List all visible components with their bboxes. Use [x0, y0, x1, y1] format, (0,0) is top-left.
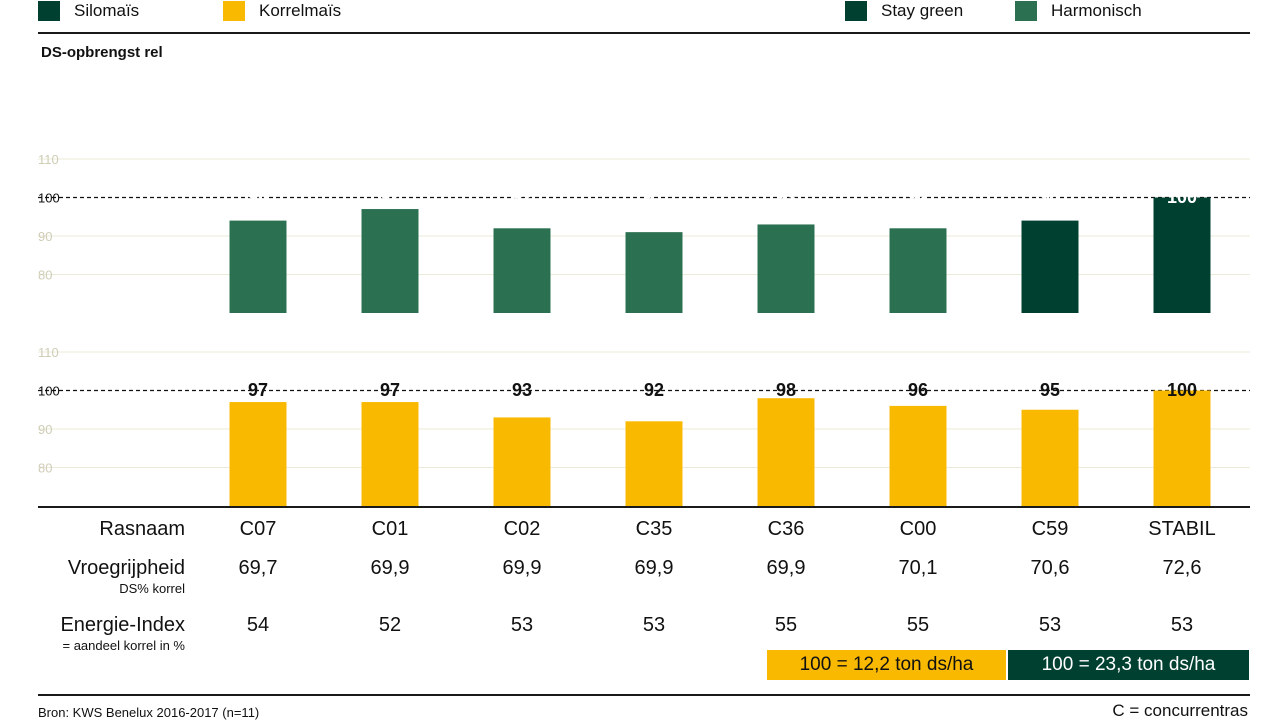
table-cell: C36: [767, 518, 805, 540]
data-label-korrelmais-c01: 97: [380, 380, 400, 400]
reference-box-korrelmais-text: 100 = 12,2 ton ds/ha: [799, 654, 974, 675]
legend-label-stay-green: Stay green: [881, 1, 964, 20]
table-cell: C01: [371, 518, 409, 540]
legend-item-stay-green: Stay green: [845, 0, 963, 22]
table-cell: 72,6: [1162, 557, 1202, 579]
legend-swatch-silomais: [38, 1, 60, 21]
table-cell: 55: [906, 614, 930, 636]
table-cell: 69,9: [502, 557, 542, 579]
table-cell: 52: [378, 614, 402, 636]
legend-item-silomais: Silomaïs: [38, 0, 139, 22]
y-axis-label: DS-opbrengst rel: [41, 44, 163, 61]
legend-swatch-korrelmais: [223, 1, 245, 21]
legend-label-korrelmais: Korrelmaïs: [259, 1, 342, 20]
legend-item-harmonisch: Harmonisch: [1015, 0, 1142, 22]
row-sublabel-energie-index: = aandeel korrel in %: [62, 638, 186, 653]
table-cell: 55: [774, 614, 798, 636]
table-cell: 69,9: [766, 557, 806, 579]
y-tick-label-p0-100: 100: [38, 191, 60, 206]
bar-silomais-c59: [1021, 220, 1079, 313]
data-label-silomais-c01: 97: [380, 187, 400, 207]
y-tick-label-p1-100: 100: [38, 384, 60, 399]
row-label-vroegrijpheid: Vroegrijpheid: [67, 557, 185, 579]
data-label-korrelmais-c36: 98: [776, 380, 796, 400]
data-label-silomais-c59: 94: [1040, 187, 1060, 207]
data-label-korrelmais-stabil: 100: [1167, 380, 1197, 400]
bar-korrelmais-c07: [229, 402, 287, 506]
bar-silomais-c36: [757, 224, 815, 313]
row-label-energie-index: Energie-Index: [60, 614, 185, 636]
table-cell: STABIL: [1148, 518, 1216, 540]
legend-swatch-stay-green: [845, 1, 867, 21]
bar-korrelmais-c01: [361, 402, 419, 506]
legend-swatch-harmonisch: [1015, 1, 1037, 21]
legend-label-silomais: Silomaïs: [74, 1, 140, 20]
legend: Silomaïs Korrelmaïs Stay green Harmonisc…: [0, 0, 1280, 24]
bar-silomais-c00: [889, 228, 947, 313]
reference-box-silomais-text: 100 = 23,3 ton ds/ha: [1041, 654, 1216, 675]
table-cell: C07: [239, 518, 277, 540]
bar-silomais-c01: [361, 209, 419, 313]
table-cell: 70,6: [1030, 557, 1070, 579]
source-note: Bron: KWS Benelux 2016-2017 (n=11): [38, 705, 260, 720]
bar-korrelmais-c00: [889, 405, 947, 506]
table-cell: C00: [899, 518, 937, 540]
data-label-silomais-c07: 94: [248, 187, 268, 207]
chart-area: 80 90 100 110 94 97 92 91 93 92 94 100 80 90 100 110 97 9…: [38, 152, 1250, 508]
reference-box-silomais: 100 = 23,3 ton ds/ha: [1008, 650, 1249, 680]
table-cell: 53: [642, 614, 666, 636]
table-cell: 54: [246, 614, 270, 636]
bottom-divider: [38, 694, 1250, 696]
bar-silomais-c07: [229, 220, 287, 313]
data-label-silomais-c36: 93: [776, 187, 796, 207]
y-tick-label-p0-110: 110: [38, 152, 59, 167]
top-divider: [38, 32, 1250, 34]
bar-silomais-c35: [625, 232, 683, 313]
reference-box-korrelmais: 100 = 12,2 ton ds/ha: [767, 650, 1006, 680]
table-cell: 70,1: [898, 557, 938, 579]
y-tick-label-p0-90: 90: [38, 229, 52, 244]
bar-silomais-stabil: [1153, 197, 1211, 313]
y-tick-label-p1-80: 80: [38, 461, 52, 476]
data-label-silomais-c35: 91: [644, 187, 664, 207]
table-cell: 69,9: [634, 557, 674, 579]
data-label-korrelmais-c00: 96: [908, 380, 928, 400]
y-tick-label-p0-80: 80: [38, 268, 52, 283]
row-sublabel-vroegrijpheid: DS% korrel: [119, 581, 185, 596]
table-cell: 69,9: [370, 557, 410, 579]
y-tick-label-p1-90: 90: [38, 422, 52, 437]
data-label-silomais-c00: 92: [908, 187, 928, 207]
table-cell: 53: [1038, 614, 1062, 636]
bar-korrelmais-c02: [493, 417, 551, 506]
bar-korrelmais-c36: [757, 398, 815, 506]
bar-korrelmais-stabil: [1153, 390, 1211, 506]
table-cell: 53: [1170, 614, 1194, 636]
legend-label-harmonisch: Harmonisch: [1051, 1, 1142, 20]
table-cell: 53: [510, 614, 534, 636]
table-cell: C02: [503, 518, 541, 540]
legend-note: C = concurrentras: [1112, 701, 1248, 720]
data-label-silomais-c02: 92: [512, 187, 532, 207]
data-label-korrelmais-c35: 92: [644, 380, 664, 400]
row-label-rasnaam: Rasnaam: [99, 518, 185, 540]
bar-korrelmais-c59: [1021, 409, 1079, 506]
data-label-silomais-stabil: 100: [1167, 187, 1197, 207]
table-cell: C35: [635, 518, 673, 540]
bar-silomais-c02: [493, 228, 551, 313]
legend-item-korrelmais: Korrelmaïs: [223, 0, 341, 22]
table-cell: C59: [1031, 518, 1069, 540]
data-label-korrelmais-c59: 95: [1040, 380, 1060, 400]
data-label-korrelmais-c07: 97: [248, 380, 268, 400]
table-cell: 69,7: [238, 557, 278, 579]
data-label-korrelmais-c02: 93: [512, 380, 532, 400]
bar-korrelmais-c35: [625, 421, 683, 506]
y-tick-label-p1-110: 110: [38, 345, 59, 360]
